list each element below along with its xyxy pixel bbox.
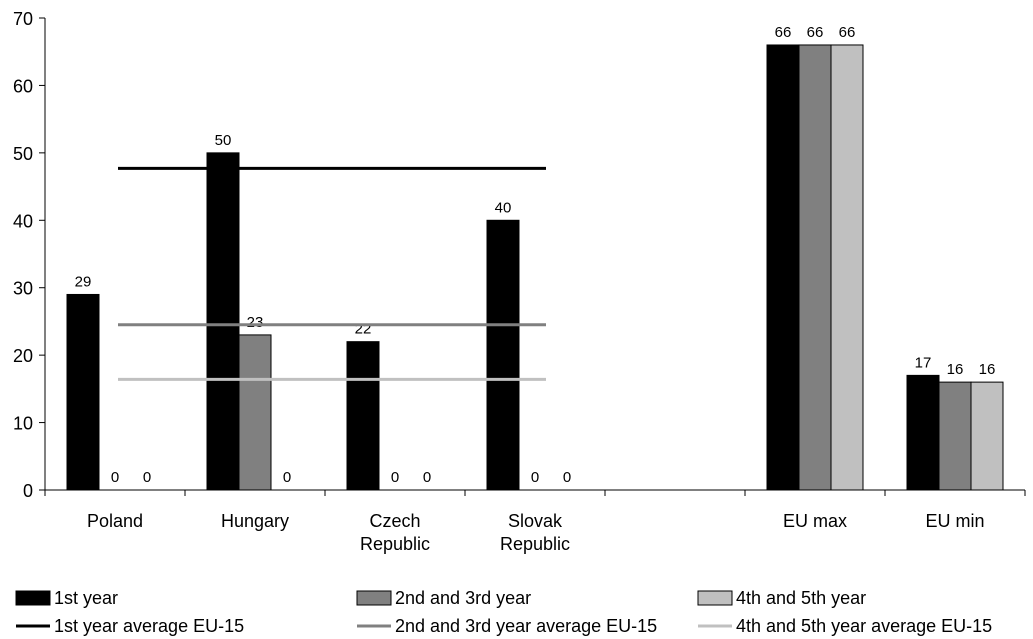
- x-tick-label: Hungary: [221, 511, 289, 531]
- data-label: 0: [111, 469, 119, 486]
- x-tick-label: Czech Republic: [360, 511, 430, 554]
- legend-label: 2nd and 3rd year: [395, 588, 531, 608]
- y-tick-label: 30: [13, 279, 33, 299]
- bar: [346, 341, 380, 491]
- data-label: 16: [979, 361, 996, 378]
- bar: [970, 381, 1004, 491]
- legend-label: 4th and 5th year average EU-15: [736, 616, 992, 636]
- bar: [206, 152, 240, 491]
- data-label: 29: [75, 273, 92, 290]
- data-label: 0: [531, 469, 539, 486]
- bar: [238, 334, 272, 491]
- bar: [798, 44, 832, 491]
- data-label: 17: [915, 354, 932, 371]
- data-label: 0: [423, 469, 431, 486]
- y-tick-label: 20: [13, 346, 33, 366]
- bar: [906, 374, 940, 491]
- data-label: 66: [807, 24, 824, 41]
- legend-swatch: [356, 590, 392, 606]
- data-label: 16: [947, 361, 964, 378]
- data-label: 66: [839, 24, 856, 41]
- y-tick-label: 0: [23, 481, 33, 501]
- legend-label: 2nd and 3rd year average EU-15: [395, 616, 657, 636]
- bar: [830, 44, 864, 491]
- x-tick-label: EU min: [925, 511, 984, 531]
- legend-swatch: [697, 590, 733, 606]
- bar: [66, 293, 100, 491]
- legend: 1st year 2nd and 3rd year 4th and 5th year…: [15, 588, 992, 636]
- legend-label: 1st year: [54, 588, 118, 608]
- legend-label: 4th and 5th year: [736, 588, 866, 608]
- x-tick-label: Slovak Republic: [500, 511, 570, 554]
- legend-label: 1st year average EU-15: [54, 616, 244, 636]
- data-label: 0: [391, 469, 399, 486]
- data-label: 0: [283, 469, 291, 486]
- bar: [766, 44, 800, 491]
- data-label: 66: [775, 24, 792, 41]
- data-label: 23: [247, 314, 264, 331]
- bar: [938, 381, 972, 491]
- legend-swatch: [15, 590, 51, 606]
- data-label: 0: [143, 469, 151, 486]
- data-label: 22: [355, 321, 372, 338]
- y-tick-label: 40: [13, 211, 33, 231]
- bar: [486, 219, 520, 491]
- reference-lines: [118, 166, 546, 381]
- bars: 29 50 22 40 66 17 0 23 0 0 66 16 0 0 0 0 66 16: [66, 24, 1004, 491]
- data-label: 0: [563, 469, 571, 486]
- data-label: 40: [495, 199, 512, 216]
- data-label: 50: [215, 132, 232, 149]
- x-axis: Poland Hungary Czech Republic Slovak Republic…: [44, 489, 1026, 554]
- y-tick-label: 50: [13, 144, 33, 164]
- x-tick-label: Poland: [87, 511, 143, 531]
- x-tick-label: EU max: [783, 511, 847, 531]
- y-tick-label: 10: [13, 414, 33, 434]
- y-axis: 0 10 20 30 40 50 60 70: [13, 9, 46, 501]
- y-tick-label: 60: [13, 76, 33, 96]
- y-tick-label: 70: [13, 9, 33, 29]
